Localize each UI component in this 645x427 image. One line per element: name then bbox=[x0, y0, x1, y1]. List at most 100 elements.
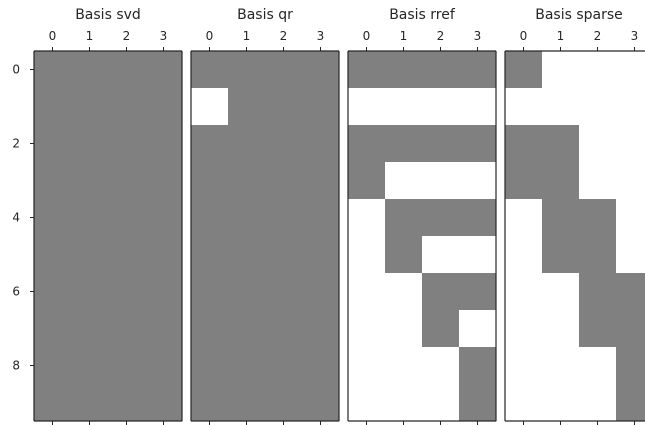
heatmap-cell bbox=[228, 162, 266, 200]
heatmap-cell bbox=[579, 162, 617, 200]
x-tick-label: 2 bbox=[594, 29, 602, 43]
heatmap-cell bbox=[108, 88, 146, 126]
heatmap-cell bbox=[34, 310, 72, 348]
heatmap-cell bbox=[579, 51, 617, 89]
x-tick-label: 2 bbox=[123, 29, 131, 43]
heatmap-cell bbox=[542, 347, 580, 385]
heatmap-cell bbox=[265, 162, 303, 200]
heatmap-cell bbox=[302, 310, 340, 348]
heatmap-cell bbox=[542, 125, 580, 163]
heatmap-cell bbox=[191, 236, 229, 274]
x-tick-label: 0 bbox=[49, 29, 57, 43]
heatmap-cell bbox=[34, 162, 72, 200]
heatmap-cell bbox=[302, 347, 340, 385]
heatmap-cell bbox=[228, 273, 266, 311]
heatmap-cell bbox=[459, 125, 497, 163]
heatmap-cell bbox=[191, 384, 229, 422]
heatmap-cell bbox=[385, 199, 423, 237]
heatmap-cell bbox=[265, 125, 303, 163]
x-tick-label: 2 bbox=[280, 29, 288, 43]
heatmap-cell bbox=[302, 88, 340, 126]
heatmap-cell bbox=[34, 51, 72, 89]
heatmap-cell bbox=[616, 125, 645, 163]
heatmap-cell bbox=[505, 88, 543, 126]
heatmap-cell bbox=[385, 88, 423, 126]
panel-title: Basis rref bbox=[389, 7, 456, 23]
heatmap-cell bbox=[145, 273, 183, 311]
heatmap-cell bbox=[145, 347, 183, 385]
heatmap-cell bbox=[542, 51, 580, 89]
heatmap-cell bbox=[71, 236, 109, 274]
heatmap-cell bbox=[348, 51, 386, 89]
heatmap-cell bbox=[348, 347, 386, 385]
heatmap-cell bbox=[422, 310, 460, 348]
heatmap-cell bbox=[302, 199, 340, 237]
heatmap-cell bbox=[505, 310, 543, 348]
x-tick-label: 3 bbox=[474, 29, 482, 43]
heatmap-cell bbox=[422, 125, 460, 163]
heatmap-cell bbox=[228, 310, 266, 348]
heatmap-cell bbox=[228, 236, 266, 274]
heatmap-cell bbox=[191, 347, 229, 385]
heatmap-cell bbox=[385, 51, 423, 89]
x-tick-label: 3 bbox=[317, 29, 325, 43]
heatmap-cell bbox=[385, 273, 423, 311]
heatmap-cell bbox=[34, 125, 72, 163]
heatmap-cell bbox=[579, 310, 617, 348]
x-tick-label: 1 bbox=[243, 29, 251, 43]
heatmap-cell bbox=[542, 310, 580, 348]
heatmap-cell bbox=[191, 199, 229, 237]
heatmap-cell bbox=[228, 347, 266, 385]
heatmap-cell bbox=[302, 384, 340, 422]
heatmap-cell bbox=[616, 310, 645, 348]
heatmap-cell bbox=[108, 51, 146, 89]
heatmap-cell bbox=[71, 88, 109, 126]
heatmap-cell bbox=[228, 51, 266, 89]
heatmap-cell bbox=[34, 273, 72, 311]
heatmap-cell bbox=[302, 162, 340, 200]
heatmap-cell bbox=[385, 347, 423, 385]
heatmap-cell bbox=[385, 384, 423, 422]
heatmap-cell bbox=[348, 236, 386, 274]
heatmap-cell bbox=[145, 88, 183, 126]
heatmap-cell bbox=[542, 199, 580, 237]
heatmap-cell bbox=[228, 88, 266, 126]
heatmap-cell bbox=[459, 310, 497, 348]
panel-title: Basis sparse bbox=[535, 7, 623, 23]
heatmap-cell bbox=[265, 273, 303, 311]
heatmap-cell bbox=[71, 310, 109, 348]
heatmap-cell bbox=[191, 88, 229, 126]
heatmap-cell bbox=[579, 199, 617, 237]
heatmap-cell bbox=[616, 236, 645, 274]
heatmap-cell bbox=[459, 273, 497, 311]
heatmap-cell bbox=[505, 273, 543, 311]
y-tick-label: 0 bbox=[12, 63, 20, 77]
heatmap-cell bbox=[348, 384, 386, 422]
heatmap-cell bbox=[191, 125, 229, 163]
heatmap-cell bbox=[265, 310, 303, 348]
heatmap-cell bbox=[34, 236, 72, 274]
heatmap-cell bbox=[542, 88, 580, 126]
heatmap-cell bbox=[302, 236, 340, 274]
y-tick-label: 4 bbox=[12, 211, 20, 225]
heatmap-cell bbox=[542, 162, 580, 200]
heatmap-cell bbox=[579, 236, 617, 274]
heatmap-cell bbox=[108, 384, 146, 422]
heatmap-cell bbox=[71, 199, 109, 237]
heatmap-cell bbox=[422, 347, 460, 385]
heatmap-cell bbox=[385, 236, 423, 274]
heatmap-cell bbox=[71, 125, 109, 163]
heatmap-cell bbox=[108, 199, 146, 237]
heatmap-cell bbox=[348, 162, 386, 200]
heatmap-cell bbox=[191, 162, 229, 200]
heatmap-cell bbox=[302, 125, 340, 163]
panel-title: Basis qr bbox=[237, 7, 293, 23]
heatmap-cell bbox=[459, 88, 497, 126]
heatmap-cell bbox=[579, 384, 617, 422]
heatmap-cell bbox=[385, 162, 423, 200]
heatmap-cell bbox=[265, 199, 303, 237]
heatmap-cell bbox=[616, 51, 645, 89]
heatmap-cell bbox=[542, 273, 580, 311]
heatmap-cell bbox=[422, 236, 460, 274]
